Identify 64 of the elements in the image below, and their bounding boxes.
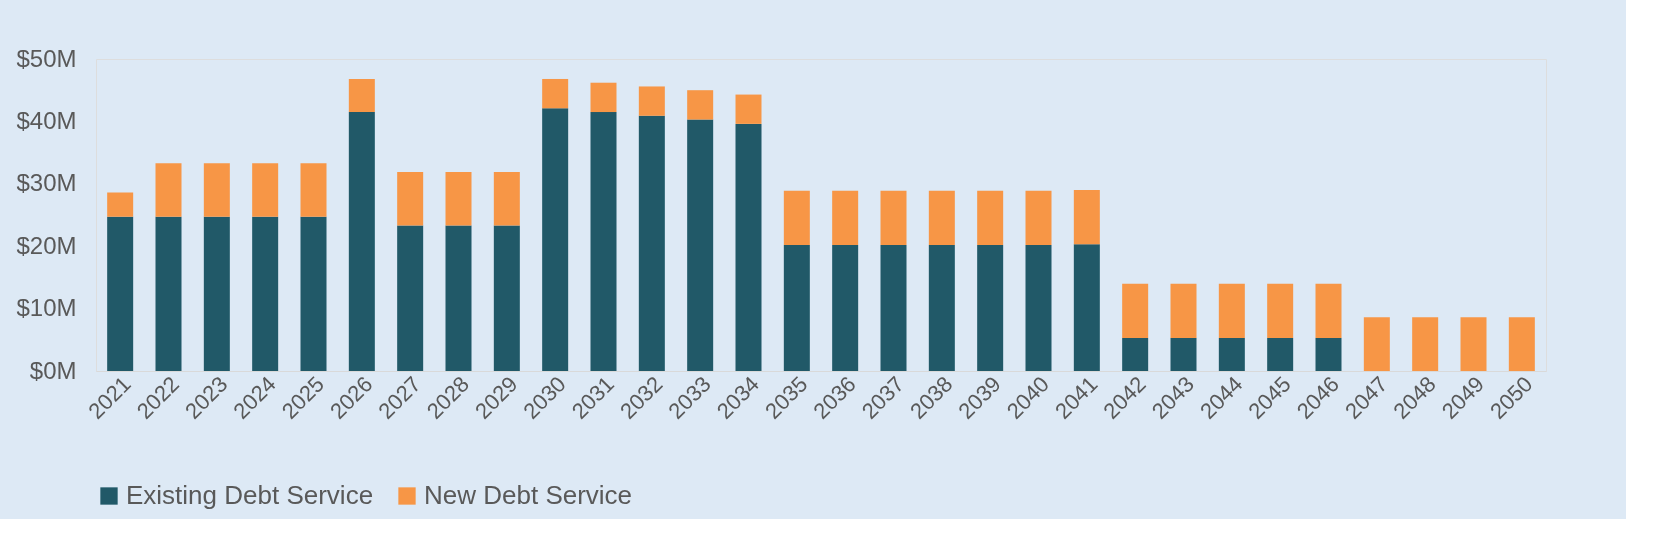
bar: [542, 78, 569, 109]
bar: [300, 216, 327, 371]
bar: [1460, 317, 1487, 371]
bar: [252, 163, 279, 217]
bar: [397, 225, 424, 371]
bar: [1315, 283, 1342, 338]
bar: [203, 216, 230, 371]
bar: [1025, 244, 1052, 371]
bar: [638, 86, 665, 116]
bar: [1025, 190, 1052, 245]
bar: [348, 78, 375, 113]
bar: [783, 190, 810, 245]
bar: [445, 171, 472, 226]
y-tick-label: $0M: [29, 356, 77, 384]
bar: [1073, 190, 1100, 245]
y-tick-label: $50M: [16, 44, 77, 72]
bar: [252, 216, 279, 371]
bar: [300, 163, 327, 217]
bar: [1073, 244, 1100, 371]
legend-label: New Debt Service: [424, 480, 633, 510]
bar: [1412, 317, 1439, 371]
bar: [203, 163, 230, 217]
bar: [445, 225, 472, 371]
bar: [928, 190, 955, 245]
bar: [977, 190, 1004, 245]
y-tick-label: $40M: [16, 106, 77, 134]
bar: [155, 216, 182, 371]
y-tick-label: $20M: [16, 231, 77, 259]
bar: [977, 244, 1004, 371]
legend-label: Existing Debt Service: [126, 480, 374, 510]
bar: [1218, 283, 1245, 338]
y-tick-label: $10M: [16, 294, 77, 322]
bar: [832, 190, 859, 245]
bar: [783, 244, 810, 371]
bar: [1508, 317, 1535, 371]
bar: [493, 171, 520, 226]
bar: [107, 216, 134, 371]
bar: [590, 112, 617, 371]
bar: [1170, 337, 1197, 371]
bar: [735, 123, 762, 371]
bar: [880, 190, 907, 245]
bar: [1122, 283, 1149, 338]
bar: [735, 94, 762, 124]
bar: [1363, 317, 1390, 371]
bar: [1170, 283, 1197, 338]
bar: [590, 82, 617, 113]
bar: [1315, 337, 1342, 371]
bar: [687, 119, 714, 371]
bar: [542, 108, 569, 371]
y-tick-label: $30M: [16, 169, 77, 197]
bar: [928, 244, 955, 371]
bar: [107, 192, 134, 217]
bar: [1218, 337, 1245, 371]
bar: [1122, 337, 1149, 371]
bar: [832, 244, 859, 371]
bar: [348, 112, 375, 371]
bar: [1267, 337, 1294, 371]
bar: [1267, 283, 1294, 338]
bar: [687, 90, 714, 120]
bar: [155, 163, 182, 217]
bar: [397, 171, 424, 226]
bar: [880, 244, 907, 371]
bar: [493, 225, 520, 371]
bar: [638, 115, 665, 371]
